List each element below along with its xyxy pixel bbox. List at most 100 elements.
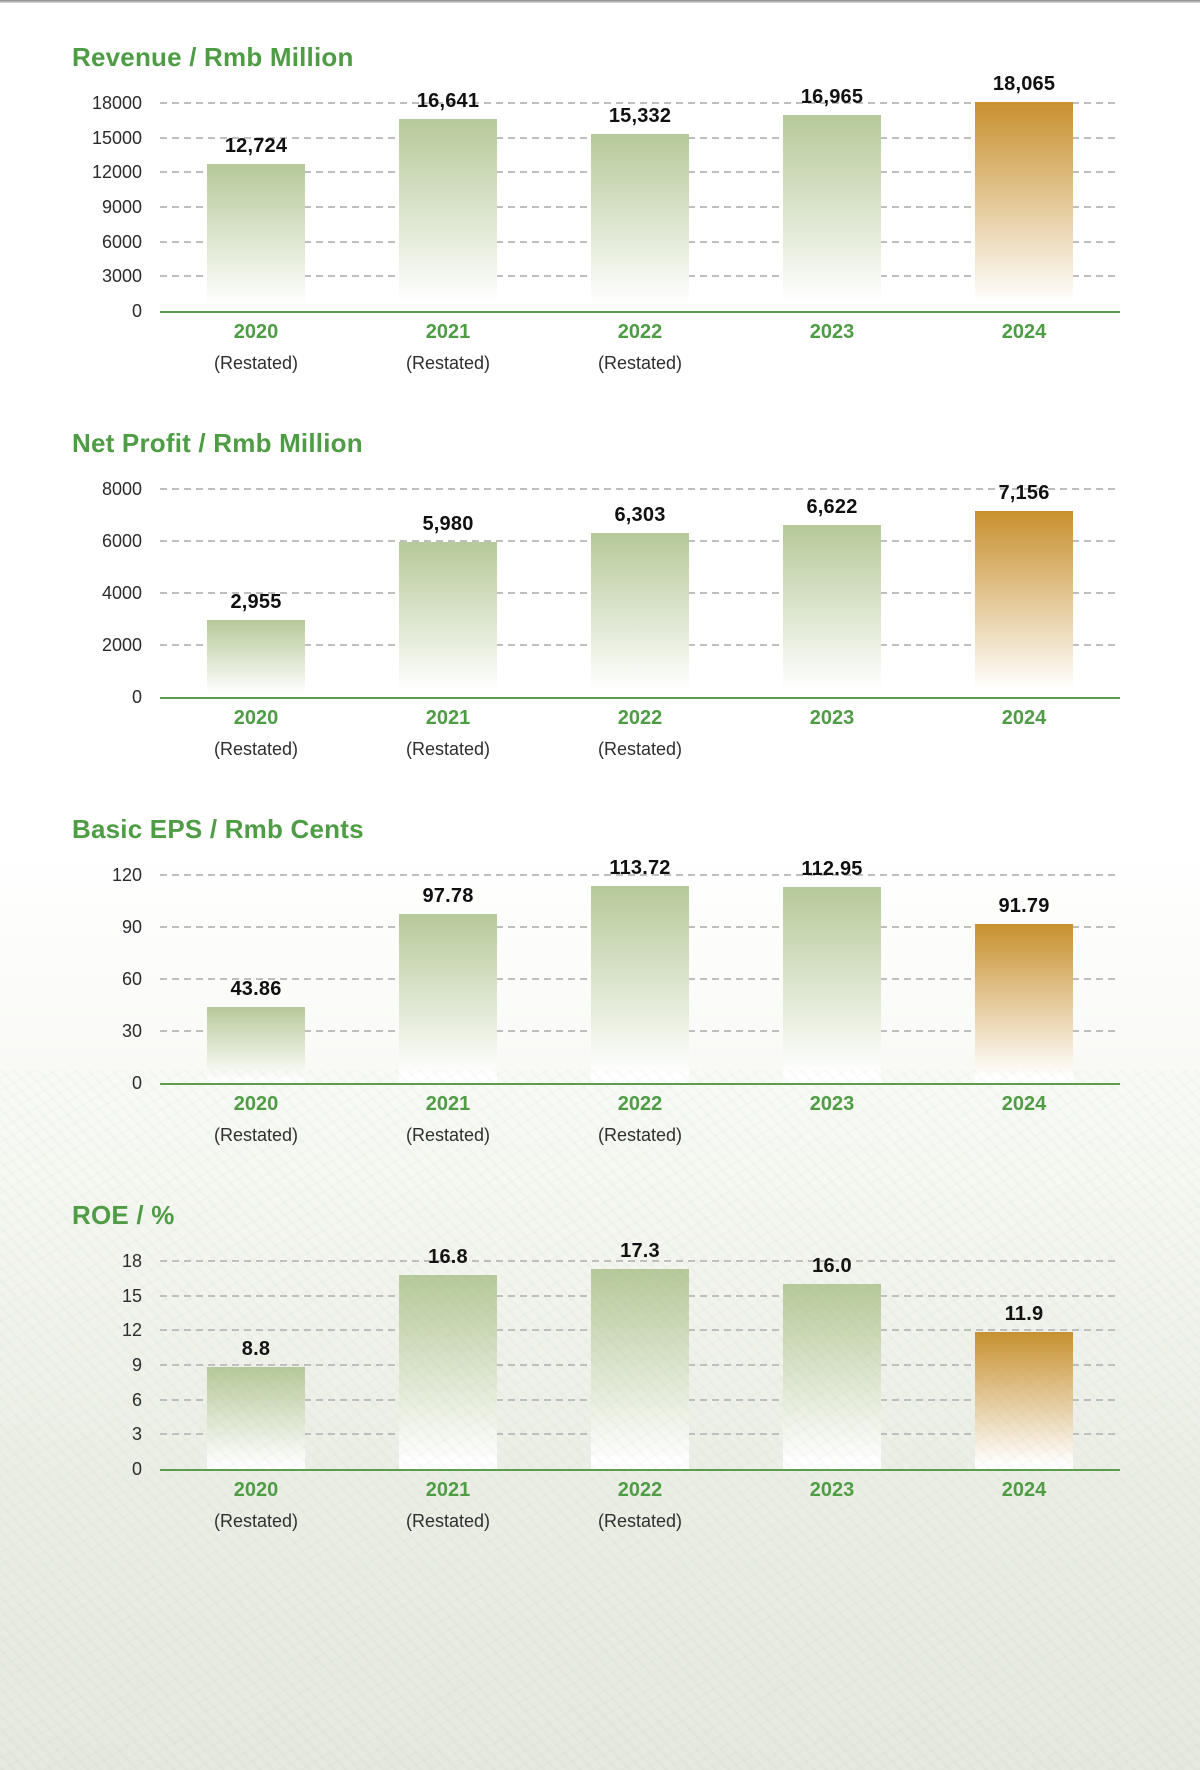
y-axis-tick-label-0: 0: [131, 301, 142, 321]
bar-2023: [783, 524, 881, 697]
x-axis-restated-label-2020: (Restated): [213, 739, 299, 759]
y-axis-tick-label-15: 15: [121, 1285, 142, 1306]
plot-area-roe: 0 3 6 9 12 15 18 8.8 16.8 17.3 16.0 11.9: [122, 1240, 1120, 1479]
chart-section-revenue: Revenue / Rmb Million 0 3000 6000 9000 12000…: [0, 3, 1200, 427]
y-axis-tick-label-3: 3: [131, 1424, 142, 1445]
plot-area-revenue: 0 3000 6000 9000 12000 15000 18000 12,724 16,641…: [92, 73, 1120, 321]
x-axis-restated-label-2024: [928, 1123, 1120, 1147]
bar-value-label-2023: 112.95: [801, 858, 863, 881]
chart-title-basic-eps: Basic EPS / Rmb Cents: [72, 814, 364, 844]
y-axis-tick-label-18000: 18000: [91, 93, 142, 113]
bar-2023: [783, 114, 881, 311]
y-axis-tick-label-60: 60: [121, 969, 142, 989]
bar-value-label-2023: 16.0: [812, 1255, 852, 1278]
bar-2022: [591, 533, 689, 697]
bar-value-label-2022: 6,303: [614, 504, 666, 527]
chart-title-roe: ROE / %: [72, 1200, 175, 1230]
bar-value-label-2020: 8.8: [241, 1338, 271, 1361]
x-axis-labels-basic-eps: 2020 (Restated) 2021 (Restated) 2022 (Restate…: [160, 1083, 1120, 1147]
x-axis-restated-label-2024: [928, 737, 1120, 761]
x-axis-slot-2020: 2020 (Restated): [160, 1083, 352, 1147]
x-axis-slot-2023: 2023: [736, 1083, 928, 1147]
x-axis-restated-label-2020: (Restated): [213, 1125, 299, 1145]
bar-2024: [975, 510, 1073, 697]
x-axis-year-label-2022: 2022: [617, 707, 663, 729]
chart-section-basic-eps: Basic EPS / Rmb Cents 0 30 60 90 120 43.86 97.…: [0, 813, 1200, 1199]
x-axis-slot-2021: 2021 (Restated): [352, 697, 544, 761]
y-axis-tick-label-0: 0: [131, 1459, 142, 1479]
x-axis-restated-label-2022: (Restated): [597, 1511, 683, 1531]
bar-value-label-2022: 17.3: [620, 1240, 660, 1263]
bar-value-label-2024: 91.79: [998, 894, 1050, 917]
x-axis-restated-label-2022: (Restated): [597, 1125, 683, 1145]
bar-2024: [975, 102, 1073, 311]
x-axis-restated-label-2021: (Restated): [405, 1125, 491, 1145]
x-axis-year-label-2023: 2023: [809, 707, 855, 729]
bar-2021: [399, 913, 497, 1083]
bar-2023: [783, 887, 881, 1083]
x-axis-slot-2024: 2024: [928, 311, 1120, 375]
bar-value-label-2024: 7,156: [998, 481, 1050, 504]
y-axis-tick-label-0: 0: [131, 687, 142, 707]
x-axis-year-label-2022: 2022: [617, 1093, 663, 1115]
x-axis-year-label-2020: 2020: [233, 321, 279, 343]
x-axis-year-label-2024: 2024: [1001, 1093, 1047, 1115]
x-axis-line: [160, 1083, 1120, 1085]
gridline-y-120: [160, 874, 1120, 876]
x-axis-restated-label-2023: [736, 1509, 928, 1533]
x-axis-restated-label-2021: (Restated): [405, 739, 491, 759]
bar-value-label-2022: 113.72: [609, 856, 671, 879]
x-axis-restated-label-2024: [928, 351, 1120, 375]
y-axis-tick-label-6000: 6000: [101, 531, 142, 551]
bar-2024: [975, 923, 1073, 1083]
x-axis-year-label-2020: 2020: [233, 707, 279, 729]
bar-2021: [399, 118, 497, 311]
y-axis-tick-label-6: 6: [131, 1389, 142, 1410]
bar-2022: [591, 133, 689, 311]
x-axis-slot-2023: 2023: [736, 311, 928, 375]
y-axis-tick-label-4000: 4000: [101, 583, 142, 603]
chart-section-net-profit: Net Profit / Rmb Million 0 2000 4000 6000 80…: [0, 427, 1200, 813]
bar-value-label-2020: 12,724: [224, 134, 288, 157]
x-axis-year-label-2021: 2021: [425, 321, 471, 343]
x-axis-slot-2020: 2020 (Restated): [160, 1469, 352, 1533]
bar-value-label-2021: 16.8: [428, 1245, 468, 1268]
x-axis-slot-2023: 2023: [736, 697, 928, 761]
x-axis-slot-2024: 2024: [928, 697, 1120, 761]
x-axis-labels-revenue: 2020 (Restated) 2021 (Restated) 2022 (Restate…: [160, 311, 1120, 375]
x-axis-restated-label-2020: (Restated): [213, 1511, 299, 1531]
x-axis-slot-2020: 2020 (Restated): [160, 697, 352, 761]
bar-2021: [399, 1274, 497, 1469]
x-axis-year-label-2020: 2020: [233, 1479, 279, 1501]
bar-2020: [207, 620, 305, 697]
bar-value-label-2024: 18,065: [992, 73, 1056, 96]
bar-2022: [591, 1269, 689, 1469]
x-axis-slot-2022: 2022 (Restated): [544, 697, 736, 761]
y-axis-tick-label-120: 120: [111, 865, 142, 885]
x-axis-slot-2022: 2022 (Restated): [544, 311, 736, 375]
bar-2023: [783, 1284, 881, 1469]
x-axis-year-label-2020: 2020: [233, 1093, 279, 1115]
x-axis-slot-2024: 2024: [928, 1469, 1120, 1533]
x-axis-year-label-2022: 2022: [617, 321, 663, 343]
bar-value-label-2021: 97.78: [422, 884, 474, 907]
gridline-y-18: [160, 1260, 1120, 1262]
x-axis-restated-label-2023: [736, 351, 928, 375]
x-axis-restated-label-2023: [736, 1123, 928, 1147]
gridline-y-18000: [160, 102, 1120, 104]
x-axis-slot-2020: 2020 (Restated): [160, 311, 352, 375]
x-axis-slot-2021: 2021 (Restated): [352, 311, 544, 375]
x-axis-line: [160, 1469, 1120, 1471]
chart-section-roe: ROE / % 0 3 6 9 12 15 18 8.8 16.8 17.3 16.0 11.9 20…: [0, 1199, 1200, 1585]
x-axis-year-label-2021: 2021: [425, 1479, 471, 1501]
bar-2022: [591, 885, 689, 1083]
y-axis-tick-label-0: 0: [131, 1073, 142, 1093]
x-axis-year-label-2024: 2024: [1001, 707, 1047, 729]
x-axis-year-label-2023: 2023: [809, 1093, 855, 1115]
x-axis-slot-2023: 2023: [736, 1469, 928, 1533]
y-axis-tick-label-15000: 15000: [91, 127, 142, 148]
x-axis-line: [160, 311, 1120, 313]
bar-2024: [975, 1331, 1073, 1469]
bar-2020: [207, 1367, 305, 1469]
y-axis-tick-label-9000: 9000: [101, 197, 142, 217]
